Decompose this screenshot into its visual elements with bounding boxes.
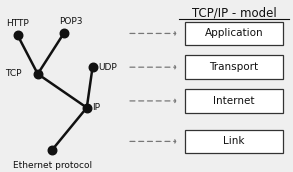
Text: Ethernet protocol: Ethernet protocol [13,160,92,170]
Text: Internet: Internet [213,96,255,106]
FancyBboxPatch shape [185,89,283,113]
FancyBboxPatch shape [185,55,283,79]
FancyBboxPatch shape [185,22,283,45]
Text: Transport: Transport [209,62,258,72]
Text: TCP: TCP [5,69,22,78]
Text: Application: Application [205,28,263,38]
Point [15,34,20,36]
Point [50,148,54,151]
Point [61,32,66,35]
Point [84,106,89,109]
FancyBboxPatch shape [185,130,283,153]
Text: IP: IP [93,103,100,112]
Point [90,66,95,69]
Text: Link: Link [223,136,245,146]
Text: UDP: UDP [98,63,117,72]
Text: HTTP: HTTP [6,19,29,28]
Point [35,73,40,75]
Text: POP3: POP3 [59,17,83,26]
Text: TCP/IP - model: TCP/IP - model [192,6,276,19]
